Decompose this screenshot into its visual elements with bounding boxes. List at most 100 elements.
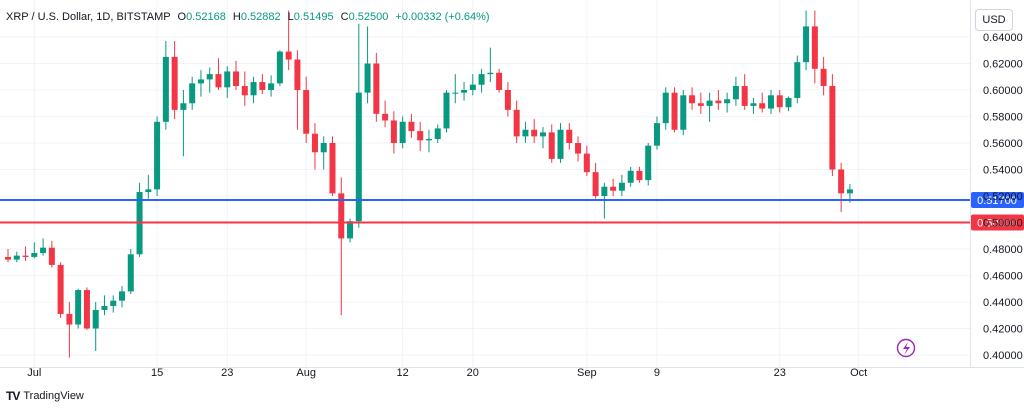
- candle[interactable]: [759, 92, 766, 113]
- candle[interactable]: [408, 113, 415, 138]
- candle[interactable]: [522, 121, 529, 143]
- candle[interactable]: [803, 10, 810, 71]
- candle[interactable]: [566, 123, 573, 150]
- candle[interactable]: [197, 70, 204, 97]
- candle[interactable]: [496, 68, 503, 93]
- candle[interactable]: [224, 66, 231, 98]
- candle[interactable]: [364, 26, 371, 104]
- candle[interactable]: [5, 249, 11, 263]
- candle[interactable]: [338, 177, 345, 316]
- candle[interactable]: [31, 242, 38, 259]
- candle[interactable]: [487, 47, 494, 83]
- candle[interactable]: [425, 129, 432, 153]
- candle[interactable]: [13, 251, 20, 263]
- candle[interactable]: [724, 92, 731, 113]
- candle[interactable]: [162, 40, 169, 130]
- candle[interactable]: [767, 90, 774, 114]
- candle[interactable]: [653, 116, 660, 150]
- candle[interactable]: [48, 241, 55, 268]
- candle[interactable]: [715, 90, 722, 110]
- candle[interactable]: [233, 60, 240, 90]
- candle[interactable]: [636, 166, 643, 183]
- candle[interactable]: [689, 87, 696, 110]
- candle[interactable]: [382, 100, 389, 128]
- candle[interactable]: [92, 302, 99, 352]
- candle[interactable]: [583, 145, 590, 177]
- candle[interactable]: [127, 249, 134, 295]
- candle[interactable]: [22, 246, 29, 261]
- candle[interactable]: [504, 82, 511, 117]
- candle[interactable]: [285, 10, 292, 71]
- candle[interactable]: [680, 90, 687, 136]
- candle[interactable]: [461, 82, 468, 101]
- candle[interactable]: [697, 92, 704, 114]
- candle[interactable]: [171, 40, 178, 120]
- candle[interactable]: [662, 87, 669, 130]
- candle[interactable]: [531, 119, 538, 143]
- candle[interactable]: [303, 76, 310, 143]
- candle[interactable]: [311, 123, 318, 170]
- candle[interactable]: [811, 10, 818, 84]
- candle[interactable]: [355, 23, 362, 228]
- candle[interactable]: [741, 74, 748, 110]
- candle[interactable]: [145, 174, 152, 199]
- lightning-icon[interactable]: [896, 338, 916, 358]
- candle[interactable]: [154, 116, 161, 197]
- candle[interactable]: [671, 87, 678, 133]
- candle[interactable]: [513, 100, 520, 143]
- candle[interactable]: [66, 302, 73, 358]
- candle[interactable]: [478, 68, 485, 93]
- candle[interactable]: [136, 182, 143, 257]
- x-tick-label: 20: [467, 367, 479, 379]
- candle[interactable]: [399, 116, 406, 149]
- candle[interactable]: [557, 123, 564, 163]
- candle[interactable]: [838, 162, 845, 212]
- candle[interactable]: [443, 90, 450, 133]
- candle[interactable]: [452, 74, 459, 104]
- candle[interactable]: [57, 262, 64, 318]
- candle[interactable]: [390, 111, 397, 154]
- candle[interactable]: [268, 75, 275, 97]
- candle[interactable]: [592, 162, 599, 199]
- tradingview-footer[interactable]: TV TradingView: [6, 389, 84, 403]
- candle[interactable]: [434, 124, 441, 143]
- candle[interactable]: [618, 174, 625, 196]
- candle[interactable]: [75, 288, 82, 329]
- candle[interactable]: [575, 136, 582, 162]
- candle[interactable]: [83, 287, 90, 330]
- candle[interactable]: [750, 97, 757, 114]
- candle[interactable]: [206, 67, 213, 93]
- candle[interactable]: [469, 74, 476, 96]
- candle[interactable]: [250, 76, 257, 104]
- candle[interactable]: [829, 74, 836, 177]
- candle[interactable]: [101, 295, 108, 316]
- currency-button[interactable]: USD: [975, 9, 1013, 31]
- candle[interactable]: [241, 71, 248, 106]
- candle[interactable]: [119, 286, 126, 308]
- candle[interactable]: [820, 56, 827, 96]
- candle[interactable]: [40, 238, 47, 256]
- candle[interactable]: [215, 58, 222, 90]
- candle[interactable]: [259, 74, 266, 94]
- candle[interactable]: [706, 92, 713, 122]
- candle[interactable]: [539, 127, 546, 149]
- candle[interactable]: [645, 143, 652, 186]
- candle[interactable]: [180, 90, 187, 157]
- x-tick-label: Sep: [577, 367, 597, 379]
- candle[interactable]: [776, 90, 783, 113]
- candle[interactable]: [294, 50, 301, 130]
- candle[interactable]: [610, 178, 617, 196]
- candle[interactable]: [320, 136, 327, 170]
- candle[interactable]: [110, 295, 117, 313]
- candle[interactable]: [794, 55, 801, 104]
- candle[interactable]: [373, 52, 380, 122]
- candle[interactable]: [329, 136, 336, 196]
- candle[interactable]: [417, 121, 424, 151]
- candle[interactable]: [627, 166, 634, 187]
- candle[interactable]: [785, 96, 792, 112]
- candle[interactable]: [732, 76, 739, 106]
- candle[interactable]: [189, 76, 196, 110]
- candle[interactable]: [548, 124, 555, 163]
- candle[interactable]: [276, 50, 283, 87]
